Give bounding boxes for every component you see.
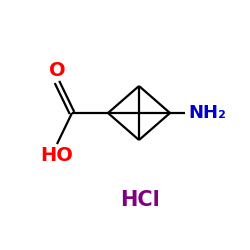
Text: NH₂: NH₂ [188, 104, 226, 122]
Text: HCl: HCl [120, 190, 160, 210]
Text: HO: HO [40, 146, 74, 165]
Text: O: O [49, 61, 65, 80]
